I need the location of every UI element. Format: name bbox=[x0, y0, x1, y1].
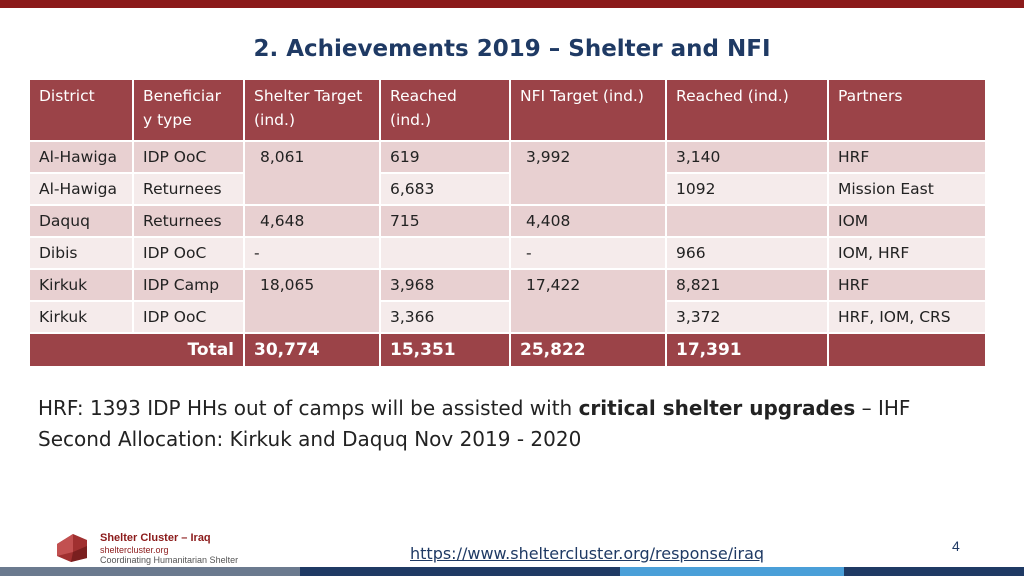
cell-district: Al-Hawiga bbox=[28, 140, 134, 174]
org-url: sheltercluster.org bbox=[100, 545, 169, 555]
table-total-row: Total 30,774 15,351 25,822 17,391 bbox=[28, 332, 987, 368]
cell-nfi-target: - bbox=[509, 236, 667, 270]
org-name: Shelter Cluster – Iraq bbox=[100, 532, 211, 544]
hrf-note: HRF: 1393 IDP HHs out of camps will be a… bbox=[38, 393, 978, 455]
total-nfi-target: 25,822 bbox=[509, 332, 667, 368]
cell-nfi-reached: 8,821 bbox=[665, 268, 829, 302]
header-nfi-target: NFI Target (ind.) bbox=[509, 78, 667, 142]
cell-nfi-target: 3,992 bbox=[509, 140, 667, 206]
header-shelter-reached: Reached (ind.) bbox=[379, 78, 511, 142]
top-accent-bar bbox=[0, 0, 1024, 8]
header-shelter-target: Shelter Target (ind.) bbox=[243, 78, 381, 142]
header-nfi-reached: Reached (ind.) bbox=[665, 78, 829, 142]
cell-beneficiary-type: IDP OoC bbox=[132, 140, 245, 174]
note-text-start: HRF: 1393 IDP HHs out of camps will be a… bbox=[38, 396, 579, 420]
table-row: Kirkuk IDP Camp 18,065 3,968 17,422 8,82… bbox=[28, 268, 987, 334]
cell-beneficiary-type: IDP OoC bbox=[132, 300, 245, 334]
response-iraq-link[interactable]: https://www.sheltercluster.org/response/… bbox=[410, 544, 765, 563]
cell-nfi-reached: 1092 bbox=[665, 172, 829, 206]
achievements-table: District Beneficiar y type Shelter Targe… bbox=[28, 78, 987, 368]
table-row: Kirkuk IDP OoC 3,366 3,372 HRF, IOM, CRS bbox=[28, 300, 987, 334]
note-emphasis: critical shelter upgrades bbox=[578, 396, 856, 420]
cell-shelter-reached: 715 bbox=[379, 204, 511, 238]
cell-district: Dibis bbox=[28, 236, 134, 270]
cell-partners: HRF, IOM, CRS bbox=[827, 300, 987, 334]
total-shelter-reached: 15,351 bbox=[379, 332, 511, 368]
cell-district: Daquq bbox=[28, 204, 134, 238]
cell-shelter-reached: 3,366 bbox=[379, 300, 511, 334]
cell-shelter-target: 18,065 bbox=[243, 268, 381, 334]
cell-shelter-target: - bbox=[243, 236, 381, 270]
total-nfi-reached: 17,391 bbox=[665, 332, 829, 368]
cell-nfi-reached: 3,372 bbox=[665, 300, 829, 334]
bottom-accent-bar bbox=[0, 567, 1024, 576]
cell-partners: HRF bbox=[827, 140, 987, 174]
bottom-bar-segment bbox=[0, 567, 300, 576]
cell-partners: IOM, HRF bbox=[827, 236, 987, 270]
cell-nfi-target: 17,422 bbox=[509, 268, 667, 334]
header-district: District bbox=[28, 78, 134, 142]
cell-shelter-reached: 3,968 bbox=[379, 268, 511, 302]
bottom-bar-segment bbox=[620, 567, 844, 576]
cell-district: Kirkuk bbox=[28, 300, 134, 334]
total-label: Total bbox=[28, 332, 245, 368]
table-row: Dibis IDP OoC - - 966 IOM, HRF bbox=[28, 236, 987, 270]
total-shelter-target: 30,774 bbox=[243, 332, 381, 368]
cell-district: Al-Hawiga bbox=[28, 172, 134, 206]
org-tagline: Coordinating Humanitarian Shelter bbox=[100, 555, 239, 565]
bottom-bar-segment bbox=[300, 567, 620, 576]
cell-shelter-reached: 619 bbox=[379, 140, 511, 174]
cell-partners: Mission East bbox=[827, 172, 987, 206]
note-text-end: – IHF Second Allocation: Kirkuk and Daqu… bbox=[38, 396, 911, 451]
cell-shelter-target: 4,648 bbox=[243, 204, 381, 238]
page-number: 4 bbox=[952, 538, 960, 554]
cell-district: Kirkuk bbox=[28, 268, 134, 302]
table-row: Daquq Returnees 4,648 715 4,408 IOM bbox=[28, 204, 987, 238]
bottom-bar-segment bbox=[844, 567, 1024, 576]
cell-nfi-reached bbox=[665, 204, 829, 238]
cell-shelter-target: 8,061 bbox=[243, 140, 381, 206]
table-row: Al-Hawiga Returnees 6,683 1092 Mission E… bbox=[28, 172, 987, 206]
cell-beneficiary-type: IDP OoC bbox=[132, 236, 245, 270]
cell-nfi-reached: 3,140 bbox=[665, 140, 829, 174]
cell-beneficiary-type: Returnees bbox=[132, 204, 245, 238]
cell-beneficiary-type: IDP Camp bbox=[132, 268, 245, 302]
page-title: 2. Achievements 2019 – Shelter and NFI bbox=[253, 36, 771, 62]
cell-nfi-reached: 966 bbox=[665, 236, 829, 270]
cell-beneficiary-type: Returnees bbox=[132, 172, 245, 206]
cell-partners: IOM bbox=[827, 204, 987, 238]
table-row: Al-Hawiga IDP OoC 8,061 619 3,992 3,140 … bbox=[28, 140, 987, 206]
shelter-cluster-logo-icon bbox=[57, 534, 87, 562]
cell-nfi-target: 4,408 bbox=[509, 204, 667, 238]
header-beneficiary-type: Beneficiar y type bbox=[132, 78, 245, 142]
table-header-row: District Beneficiar y type Shelter Targe… bbox=[28, 78, 987, 142]
cell-shelter-reached bbox=[379, 236, 511, 270]
total-partners bbox=[827, 332, 987, 368]
header-partners: Partners bbox=[827, 78, 987, 142]
cell-shelter-reached: 6,683 bbox=[379, 172, 511, 206]
cell-partners: HRF bbox=[827, 268, 987, 302]
